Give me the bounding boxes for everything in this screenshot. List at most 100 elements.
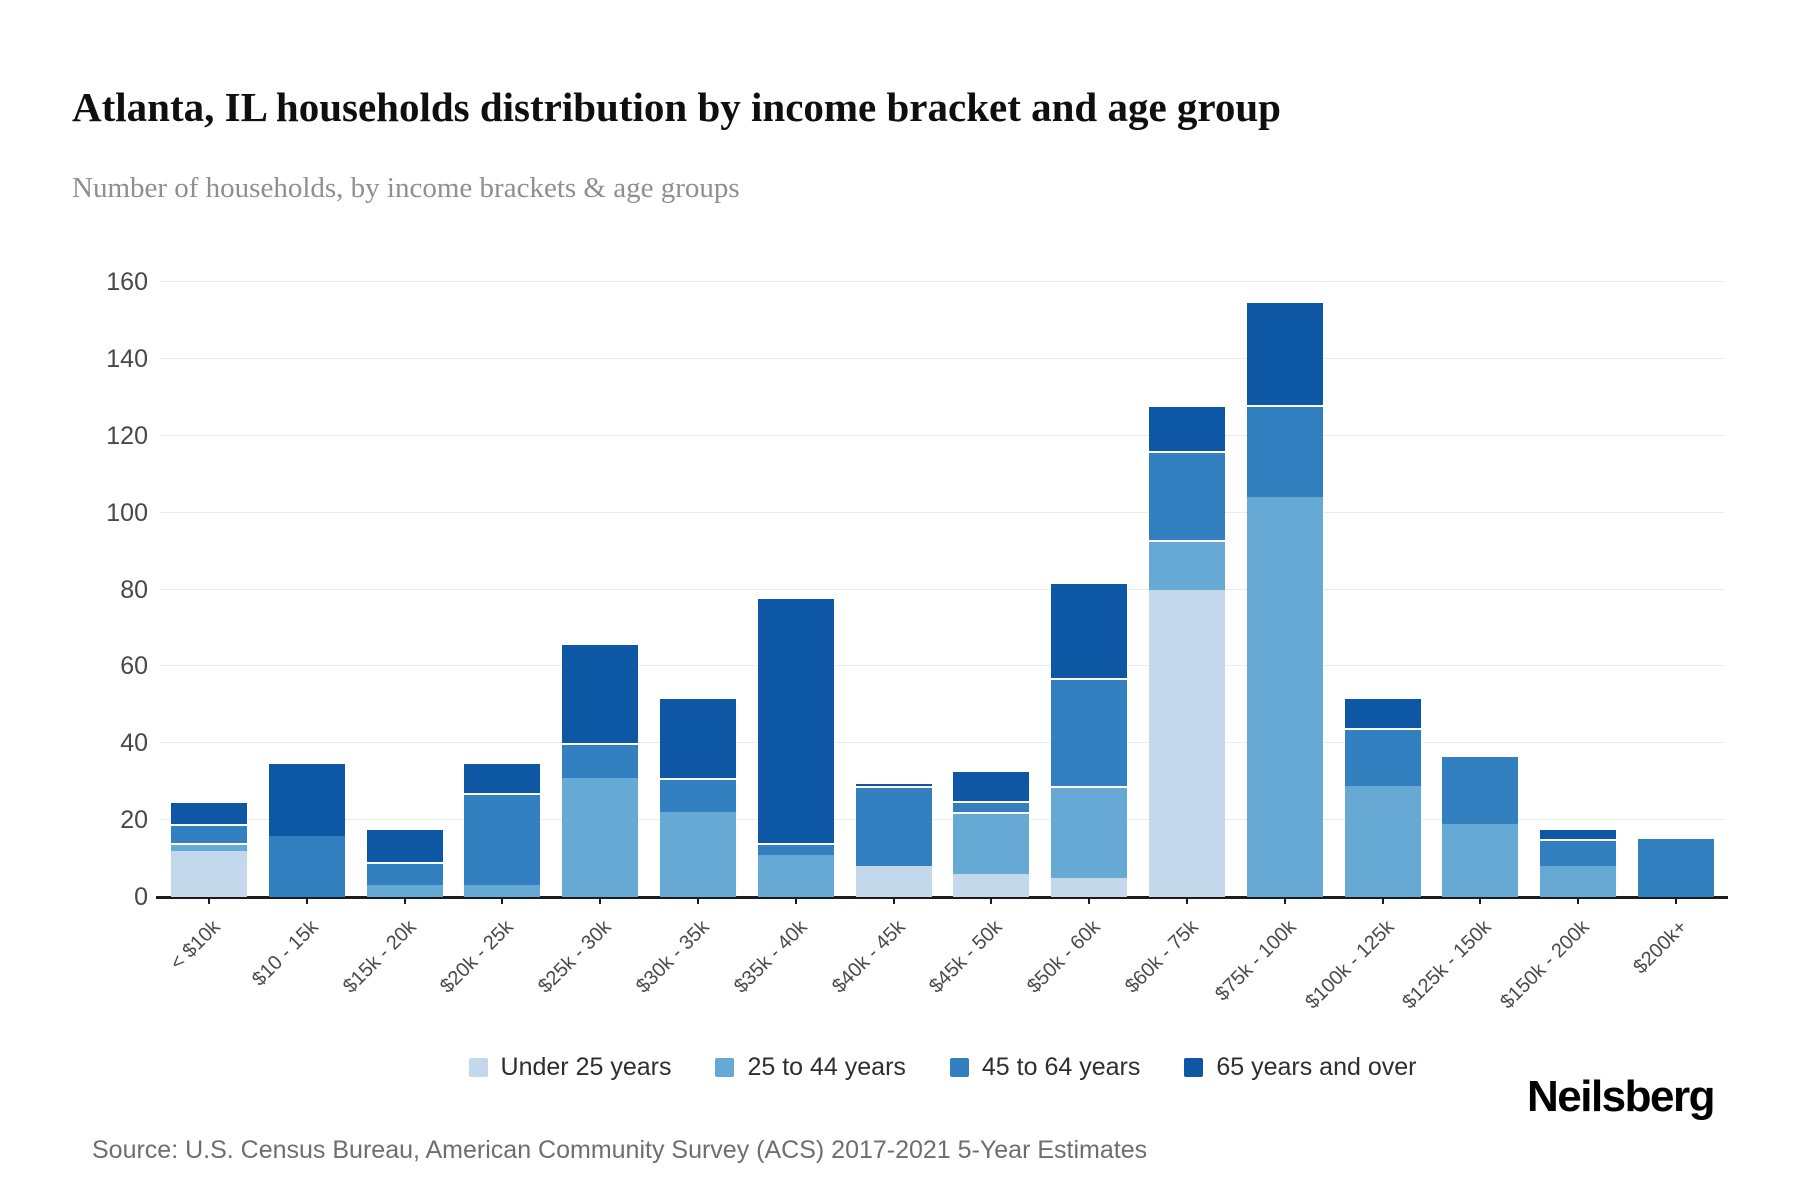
bar-segment [953, 873, 1030, 897]
bar-segment [1149, 405, 1226, 452]
x-axis-tick [892, 897, 895, 904]
bar-segment [464, 793, 541, 886]
y-tick-label-0: 0 [134, 883, 148, 911]
bar-segment [170, 850, 247, 897]
bar-segment [659, 697, 736, 778]
bar-$75k - 100k [1246, 301, 1323, 897]
x-tick-label: < $10k [166, 916, 225, 975]
chart-legend: Under 25 years 25 to 44 years 45 to 64 yea… [160, 1052, 1725, 1082]
y-tick-label-60: 60 [120, 652, 148, 681]
x-axis-tick [305, 897, 308, 904]
legend-label: 65 years and over [1216, 1053, 1417, 1081]
legend-swatch [468, 1057, 488, 1077]
x-tick-label: $45k - 50k [925, 916, 1007, 998]
legend-swatch [1184, 1057, 1204, 1077]
x-axis-tick [599, 897, 602, 904]
bar-segment [1149, 539, 1226, 590]
x-axis-tick [794, 897, 797, 904]
y-tick-label-40: 40 [120, 729, 148, 758]
bar-segment [562, 743, 639, 778]
x-tick-label: $150k - 200k [1496, 916, 1594, 1014]
bar-segment [366, 885, 443, 897]
bar-segment [1051, 677, 1128, 786]
bar-$200k+ [1638, 839, 1715, 897]
bar-segment [366, 827, 443, 863]
x-axis-tick [1577, 897, 1580, 904]
plot-area [156, 281, 1728, 904]
brand-logo: Neilsberg [1526, 1072, 1716, 1121]
legend-item-under-25-years: Under 25 years [468, 1052, 671, 1082]
bar-segment [1344, 697, 1421, 728]
bar-segment [268, 835, 345, 897]
gridline-40 [160, 742, 1725, 744]
bar-segment [1344, 727, 1421, 786]
bar-segment [1246, 497, 1323, 897]
bar-$45k - 50k [953, 770, 1030, 897]
legend-swatch [949, 1057, 969, 1077]
bar-segment [1051, 877, 1128, 897]
bar-segment [953, 800, 1030, 813]
page-title: Atlanta, IL households distribution by i… [72, 84, 1281, 131]
bar-segment [953, 770, 1030, 801]
gridline-120 [160, 434, 1725, 436]
x-axis-tick [1479, 897, 1482, 904]
bar-< $10k [170, 800, 247, 897]
bar-$60k - 75k [1149, 405, 1226, 897]
bar-segment [1540, 839, 1617, 867]
bar-segment [659, 812, 736, 897]
x-axis-labels: < $10k $10 - 15k $15k - 20k $20k - 25k $25k … [160, 916, 1725, 1036]
bar-segment [1246, 405, 1323, 498]
bar-segment [464, 762, 541, 794]
bar-segment [1246, 301, 1323, 405]
legend-swatch [715, 1057, 735, 1077]
bar-segment [1344, 785, 1421, 897]
x-tick-label: $75k - 100k [1210, 916, 1301, 1006]
x-axis-tick [1675, 897, 1678, 904]
bar-segment [757, 597, 834, 844]
x-tick-label: $60k - 75k [1120, 916, 1203, 998]
x-tick-label: $40k - 45k [827, 916, 910, 998]
x-axis-tick [1186, 897, 1189, 904]
x-axis-tick [1381, 897, 1384, 904]
bar-segment [366, 862, 443, 886]
bar-$15k - 20k [366, 827, 443, 897]
bar-segment [855, 866, 932, 897]
legend-label: 45 to 64 years [981, 1053, 1141, 1081]
y-tick-label-140: 140 [106, 344, 148, 373]
bar-segment [953, 812, 1030, 874]
bar-$35k - 40k [757, 597, 834, 897]
bar-segment [1149, 451, 1226, 540]
legend-label: 25 to 44 years [747, 1053, 906, 1081]
bar-segment [170, 843, 247, 851]
x-tick-label: $15k - 20k [338, 916, 421, 998]
gridline-140 [160, 357, 1725, 359]
y-tick-label-100: 100 [106, 498, 148, 527]
bar-segment [1638, 839, 1715, 897]
bar-segment [855, 781, 932, 786]
bar-segment [855, 785, 932, 867]
bar-segment [1149, 589, 1226, 897]
bar-segment [757, 854, 834, 897]
bar-$30k - 35k [659, 697, 736, 897]
x-tick-label: $30k - 35k [631, 916, 714, 998]
bar-segment [1051, 581, 1128, 678]
bar-segment [1442, 754, 1519, 824]
y-tick-label-120: 120 [106, 421, 148, 450]
bar-segment [757, 843, 834, 855]
legend-item-25-to-44-years: 25 to 44 years [715, 1052, 906, 1082]
bar-segment [464, 885, 541, 897]
legend-item-45-to-64-years: 45 to 64 years [949, 1052, 1141, 1082]
bar-$100k - 125k [1344, 697, 1421, 897]
y-tick-label-160: 160 [106, 268, 148, 296]
bar-$150k - 200k [1540, 827, 1617, 897]
x-axis-tick [696, 897, 699, 904]
x-axis-tick [501, 897, 504, 904]
page-subtitle: Number of households, by income brackets… [72, 172, 740, 204]
bar-$20k - 25k [464, 762, 541, 897]
x-axis-tick [1283, 897, 1286, 904]
x-tick-label: $25k - 30k [534, 916, 616, 998]
bar-$10 - 15k [268, 762, 345, 897]
bar-segment [1051, 785, 1128, 878]
legend-item-65-years-and-over: 65 years and over [1184, 1052, 1416, 1082]
x-tick-label: $20k - 25k [436, 916, 518, 998]
